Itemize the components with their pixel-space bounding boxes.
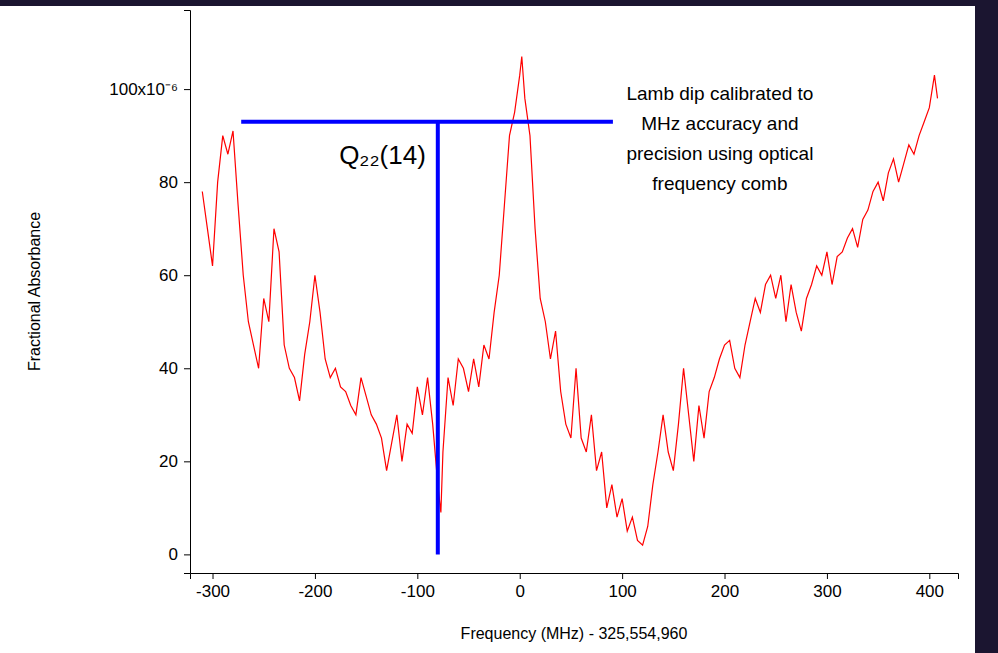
x-tick-mark [315, 573, 316, 579]
data-line [202, 57, 937, 546]
y-tick: 80 [159, 173, 190, 192]
x-tick: 100 [608, 573, 636, 601]
x-axis-title: Frequency (MHz) - 325,554,960 [461, 625, 688, 642]
x-tick-label: 100 [608, 582, 636, 601]
y-tick-label: 80 [159, 173, 178, 192]
y-tick-label: 20 [159, 452, 178, 471]
x-tick-label: 0 [515, 582, 524, 601]
x-axis: -300 -200 -100 0 100 200 300 400 [191, 573, 959, 601]
x-tick: 400 [916, 573, 944, 601]
note-line: MHz accuracy and [641, 113, 798, 134]
x-tick-label: -100 [401, 582, 435, 601]
x-tick-mark [213, 573, 214, 579]
y-tick-mark [184, 275, 190, 276]
panel [0, 6, 975, 653]
x-axis-line [191, 574, 959, 580]
y-axis-line [184, 11, 191, 574]
y-tick: 0 [169, 545, 190, 564]
note-line: Lamb dip calibrated to [626, 83, 813, 104]
x-tick: -300 [196, 573, 230, 601]
y-tick-mark [184, 461, 190, 462]
x-tick-mark [827, 573, 828, 579]
y-tick: 40 [159, 359, 190, 378]
note: Lamb dip calibrated to MHz accuracy and pr… [626, 83, 813, 194]
plot-area [202, 57, 937, 546]
marker-stem [436, 122, 440, 555]
x-tick: -100 [401, 573, 435, 601]
x-tick-label: 300 [813, 582, 841, 601]
x-tick-mark [929, 573, 930, 579]
line-marker [241, 122, 613, 555]
x-tick-mark [417, 573, 418, 579]
note-line: frequency comb [652, 173, 787, 194]
y-tick-label: 100x10⁻⁶ [109, 80, 178, 99]
x-tick: 200 [711, 573, 739, 601]
x-tick: 300 [813, 573, 841, 601]
x-tick-label: 400 [916, 582, 944, 601]
y-tick-mark [184, 89, 190, 90]
y-tick-label: 60 [159, 266, 178, 285]
y-tick-label: 40 [159, 359, 178, 378]
y-axis: 0 20 40 60 80 100x10⁻⁶ [109, 11, 190, 574]
x-tick-mark [520, 573, 521, 579]
x-tick: -200 [298, 573, 332, 601]
y-tick-label: 0 [169, 545, 178, 564]
x-tick: 0 [515, 573, 524, 601]
marker-bar [241, 120, 613, 124]
y-tick: 100x10⁻⁶ [109, 80, 190, 99]
x-tick-label: -300 [196, 582, 230, 601]
y-tick-mark [184, 368, 190, 369]
line-label: Q₂₂(14) [339, 140, 426, 170]
x-tick-mark [622, 573, 623, 579]
y-tick: 20 [159, 452, 190, 471]
y-axis-title: Fractional Absorbance [26, 212, 43, 371]
x-tick-label: -200 [298, 582, 332, 601]
x-tick-label: 200 [711, 582, 739, 601]
x-tick-mark [725, 573, 726, 579]
note-line: precision using optical [626, 143, 813, 164]
chart: -300 -200 -100 0 100 200 300 400 0 20 40 60 80 100x10… [0, 0, 998, 653]
y-tick-mark [184, 554, 190, 555]
y-tick-mark [184, 182, 190, 183]
y-tick: 60 [159, 266, 190, 285]
